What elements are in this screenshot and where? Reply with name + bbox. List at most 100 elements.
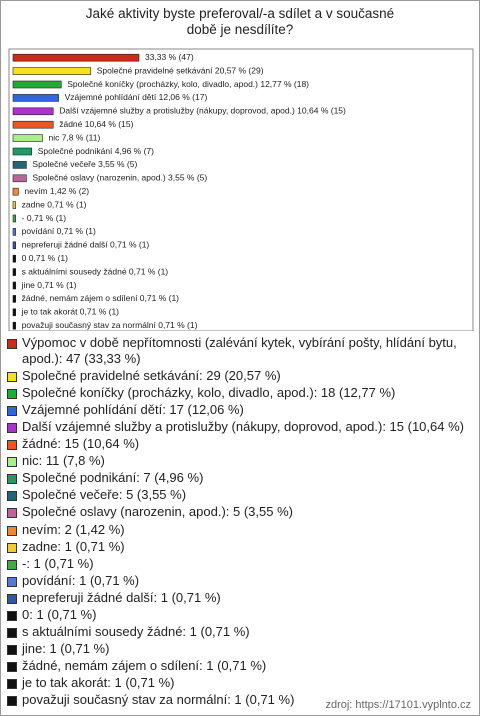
legend-label: žádné, nemám zájem o sdílení: 1 (0,71 %) <box>22 658 267 674</box>
bar-label: jine 0,71 % (1) <box>21 280 77 290</box>
bar <box>12 308 16 317</box>
legend-label: s aktuálními sousedy žádné: 1 (0,71 %) <box>22 624 250 640</box>
legend-swatch <box>7 339 17 349</box>
bar-label: Další vzájemné služby a protislužby (nák… <box>59 106 346 116</box>
bar-label: nic 7,8 % (11) <box>48 132 100 142</box>
legend-label: 0: 1 (0,71 %) <box>22 607 97 622</box>
legend-item: 0: 1 (0,71 %) <box>7 607 469 623</box>
legend-swatch <box>7 576 17 587</box>
bar <box>12 161 27 169</box>
bar-label: Společné podnikání 4,96 % (7) <box>38 146 154 156</box>
legend-swatch <box>7 440 17 451</box>
bar-label: - 0,71 % (1) <box>22 213 67 223</box>
legend-label: jine: 1 (0,71 %) <box>22 641 110 657</box>
bar-label: žádné 10,64 % (15) <box>59 119 133 129</box>
legend-label: nepreferuji žádné další: 1 (0,71 %) <box>22 589 221 605</box>
bar <box>12 147 33 156</box>
bar <box>12 134 43 142</box>
legend-label: nic: 11 (7,8 %) <box>22 453 105 469</box>
bar-label: nepreferuji žádné další 0,71 % (1) <box>22 240 150 250</box>
bar <box>12 321 16 330</box>
bar-label: 0 0,71 % (1) <box>22 253 68 263</box>
legend-swatch <box>7 457 17 468</box>
legend-label: považuji současný stav za normální: 1 (0… <box>22 692 295 708</box>
legend-label: nevím: 2 (1,42 %) <box>22 521 125 537</box>
legend-label: Výpomoc v době nepřítomnosti (zalévání k… <box>22 335 457 366</box>
bar <box>12 254 16 263</box>
legend-swatch <box>7 559 17 570</box>
legend-item: s aktuálními sousedy žádné: 1 (0,71 %) <box>7 624 469 640</box>
bar <box>12 281 16 290</box>
bar <box>12 295 16 303</box>
legend-swatch <box>7 474 17 485</box>
legend-swatch <box>7 371 17 382</box>
legend-label: Další vzájemné služby a protislužby (nák… <box>22 418 464 434</box>
legend-item: Společné pravidelné setkávání: 29 (20,57… <box>7 368 469 384</box>
bar <box>12 268 16 276</box>
bar-label: zadne 0,71 % (1) <box>22 199 87 209</box>
legend-item: nevím: 2 (1,42 %) <box>7 522 469 538</box>
bar <box>12 241 16 250</box>
bar-label: žádné, nemám zájem o sdílení 0,71 % (1) <box>22 293 179 303</box>
legend-swatch <box>7 405 17 416</box>
legend-label: Společné oslavy (narozenin, apod.): 5 (3… <box>22 504 293 520</box>
legend-item: nic: 11 (7,8 %) <box>7 453 469 469</box>
bar-label: Společné pravidelné setkávání 20,57 % (2… <box>97 65 264 75</box>
legend-label: Společné koníčky (procházky, kolo, divad… <box>22 384 396 400</box>
legend: Výpomoc v době nepřítomnosti (zalévání k… <box>7 335 469 710</box>
legend-swatch <box>7 508 17 519</box>
legend-swatch <box>7 696 17 707</box>
bar <box>12 67 92 75</box>
legend-item: Další vzájemné služby a protislužby (nák… <box>7 419 469 435</box>
legend-item: Společné oslavy (narozenin, apod.): 5 (3… <box>7 504 469 520</box>
bar-label: povídání 0,71 % (1) <box>22 226 96 236</box>
bar-label: je to tak akorát 0,71 % (1) <box>21 307 119 317</box>
legend-item: Společné večeře: 5 (3,55 %) <box>7 487 469 503</box>
legend-item: zadne: 1 (0,71 %) <box>7 539 469 555</box>
legend-item: Vzájemné pohlídání dětí: 17 (12,06 %) <box>7 402 469 418</box>
bar <box>12 228 16 236</box>
legend-item: považuji současný stav za normální: 1 (0… <box>7 692 469 708</box>
bar <box>12 201 16 209</box>
legend-swatch <box>7 662 17 673</box>
legend-label: Společné pravidelné setkávání: 29 (20,57… <box>22 367 281 383</box>
bar <box>12 94 59 102</box>
bar <box>12 174 27 183</box>
bar <box>12 120 54 129</box>
bar <box>12 187 19 196</box>
chart: Jaké aktivity byste preferoval/-a sdílet… <box>8 6 474 331</box>
legend-label: Společné večeře: 5 (3,55 %) <box>22 487 187 503</box>
legend-item: je to tak akorát: 1 (0,71 %) <box>7 675 469 691</box>
legend-label: Společné podnikání: 7 (4,96 %) <box>22 470 204 486</box>
legend-label: žádné: 15 (10,64 %) <box>22 436 140 452</box>
bar-label: Vzájemné pohlídání dětí 12,06 % (17) <box>65 92 208 102</box>
plot-frame <box>8 48 474 331</box>
legend-swatch <box>7 611 17 621</box>
legend-label: povídání: 1 (0,71 %) <box>22 572 140 588</box>
bar-label: nevím 1,42 % (2) <box>24 186 89 196</box>
legend-swatch <box>7 388 17 399</box>
source: zdroj: https://17101.vyplnto.cz <box>325 699 471 711</box>
legend-item: jine: 1 (0,71 %) <box>7 641 469 657</box>
legend-swatch <box>7 645 17 656</box>
legend-item: žádné: 15 (10,64 %) <box>7 436 469 452</box>
legend-item: povídání: 1 (0,71 %) <box>7 573 469 589</box>
legend-swatch <box>7 422 17 433</box>
bar-label: Společné koníčky (procházky, kolo, divad… <box>67 79 309 89</box>
legend-swatch <box>7 525 17 536</box>
legend-swatch <box>7 542 17 553</box>
legend-item: Výpomoc v době nepřítomnosti (zalévání k… <box>7 335 469 366</box>
legend-swatch <box>7 679 17 690</box>
bar <box>12 214 16 223</box>
bar <box>12 53 140 62</box>
legend-item: nepreferuji žádné další: 1 (0,71 %) <box>7 590 469 606</box>
bar <box>12 107 54 116</box>
bar-label: Společné večeře 3,55 % (5) <box>32 159 137 169</box>
legend-item: Společné podnikání: 7 (4,96 %) <box>7 470 469 486</box>
legend-swatch <box>7 491 17 502</box>
chart-title: Jaké aktivity byste preferoval/-a sdílet… <box>86 6 394 37</box>
legend-item: Společné koníčky (procházky, kolo, divad… <box>7 385 469 401</box>
legend-label: Vzájemné pohlídání dětí: 17 (12,06 %) <box>22 401 244 417</box>
bar-label: považuji současný stav za normální 0,71 … <box>22 320 198 330</box>
